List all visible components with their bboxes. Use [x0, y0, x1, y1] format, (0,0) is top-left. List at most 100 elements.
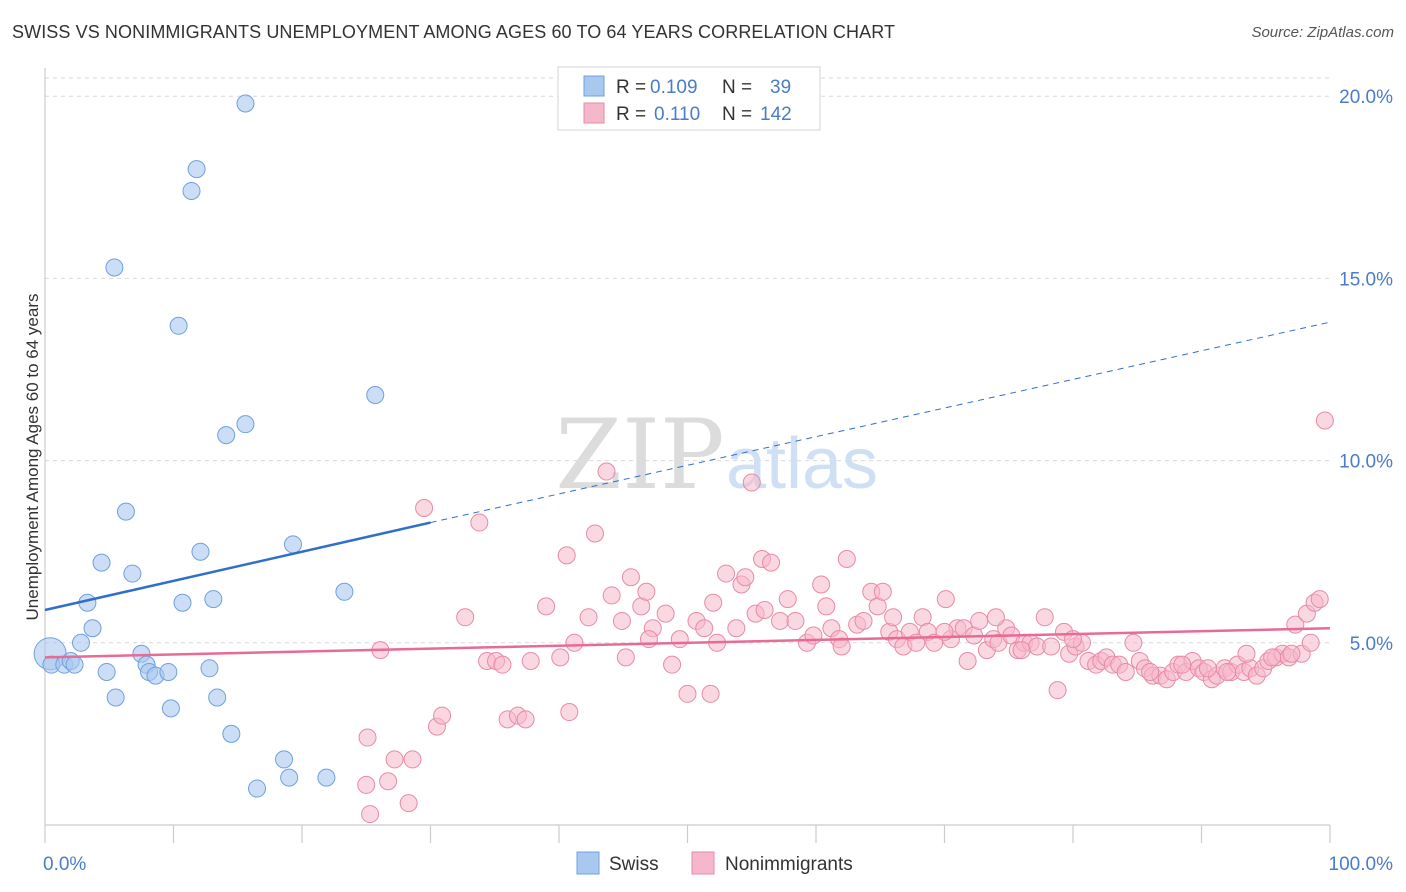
swiss-trend-line: [44, 521, 431, 612]
swiss-point: [159, 662, 178, 681]
swiss-point: [105, 258, 124, 277]
nonimmigrants-point: [637, 582, 656, 601]
chart-title: SWISS VS NONIMMIGRANTS UNEMPLOYMENT AMON…: [12, 22, 896, 42]
nonimmigrants-point: [832, 637, 851, 656]
swiss-point: [208, 688, 227, 707]
nonimmigrants-point: [837, 549, 856, 568]
nonimmigrants-point: [516, 710, 535, 729]
nonimmigrants-point: [812, 575, 831, 594]
swiss-point: [275, 750, 294, 769]
swiss-point: [317, 768, 336, 787]
nonimmigrants-point: [433, 706, 452, 725]
nonimmigrants-point: [1315, 411, 1334, 430]
nonimmigrants-point: [456, 608, 475, 627]
x-tick-label: 0.0%: [43, 854, 86, 875]
legend-bottom-swatch-nonimmigrants: [691, 851, 715, 875]
nonimmigrants-point: [1301, 633, 1320, 652]
nonimmigrants-point: [358, 728, 377, 747]
nonimmigrants-point: [704, 593, 723, 612]
nonimmigrants-point: [521, 652, 540, 671]
swiss-point: [217, 426, 236, 445]
swiss-point: [187, 160, 206, 179]
legend-bottom-swatch-swiss: [576, 851, 600, 875]
nonimmigrants-point: [727, 619, 746, 638]
nonimmigrants-point: [1141, 662, 1160, 681]
swiss-point: [71, 633, 90, 652]
swiss-point: [161, 699, 180, 718]
nonimmigrants-point: [1198, 659, 1217, 678]
nonimmigrants-points: [357, 411, 1334, 824]
swiss-points: [33, 94, 385, 798]
nonimmigrants-point: [656, 604, 675, 623]
nonimmigrants-point: [1310, 590, 1329, 609]
legend-n-value: 39: [770, 77, 791, 98]
legend-r-label: R =: [616, 104, 646, 125]
nonimmigrants-point: [1237, 644, 1256, 663]
y-tick-label: 10.0%: [1339, 452, 1393, 473]
swiss-point: [182, 181, 201, 200]
nonimmigrants-point: [537, 597, 556, 616]
nonimmigrants-point: [470, 513, 489, 532]
legend-bottom: Swiss Nonimmigrants: [576, 851, 853, 875]
nonimmigrants-point: [493, 655, 512, 674]
nonimmigrants-point: [884, 608, 903, 627]
y-axis-label: Unemployment Among Ages 60 to 64 years: [23, 294, 42, 621]
swiss-point: [92, 553, 111, 572]
nonimmigrants-point: [560, 703, 579, 722]
legend-r-label: R =: [616, 77, 646, 98]
swiss-point: [366, 386, 385, 405]
nonimmigrants-point: [854, 611, 873, 630]
swiss-point: [83, 619, 102, 638]
legend-r-value: 0.110: [654, 104, 700, 125]
swiss-point: [173, 593, 192, 612]
swiss-point: [248, 779, 267, 798]
source-label: Source: ZipAtlas.com: [1251, 24, 1394, 41]
nonimmigrants-point: [551, 648, 570, 667]
legend-n-label: N =: [722, 77, 752, 98]
tick-labels: 5.0% 10.0% 15.0% 20.0% 0.0% 100.0%: [43, 87, 1393, 875]
trend-lines: [44, 321, 1331, 659]
nonimmigrants-point: [361, 805, 380, 824]
nonimmigrants-point: [565, 633, 584, 652]
swiss-point: [284, 535, 303, 554]
swiss-point: [335, 582, 354, 601]
y-tick-label: 5.0%: [1350, 634, 1393, 655]
watermark: ZIP atlas: [555, 399, 878, 511]
swiss-point: [97, 662, 116, 681]
nonimmigrants-point: [701, 684, 720, 703]
watermark-atlas: atlas: [726, 424, 878, 504]
nonimmigrants-point: [762, 553, 781, 572]
swiss-point: [236, 415, 255, 434]
legend-r-value: 0.109: [650, 77, 698, 98]
swiss-point: [236, 94, 255, 113]
swiss-point: [204, 590, 223, 609]
nonimmigrants-point: [357, 775, 376, 794]
nonimmigrants-point: [621, 568, 640, 587]
swiss-point: [123, 564, 142, 583]
nonimmigrants-point: [602, 586, 621, 605]
axes: [44, 68, 1331, 843]
legend-swatch-nonimmigrants: [583, 102, 605, 124]
legend-swatch-swiss: [583, 75, 605, 97]
watermark-zip: ZIP: [555, 399, 724, 511]
nonimmigrants-point: [778, 590, 797, 609]
nonimmigrants-point: [1218, 662, 1237, 681]
nonimmigrants-point: [742, 473, 761, 492]
nonimmigrants-point: [958, 652, 977, 671]
nonimmigrants-point: [736, 568, 755, 587]
nonimmigrants-point: [1124, 633, 1143, 652]
nonimmigrants-point: [755, 601, 774, 620]
nonimmigrants-point: [1035, 608, 1054, 627]
nonimmigrants-point: [663, 655, 682, 674]
legend-bottom-label-swiss: Swiss: [609, 854, 659, 875]
swiss-point: [106, 688, 125, 707]
nonimmigrants-point: [1042, 637, 1061, 656]
swiss-point: [222, 724, 241, 743]
swiss-point: [65, 655, 84, 674]
swiss-point: [116, 502, 135, 521]
nonimmigrants-point: [717, 564, 736, 583]
nonimmigrants-point: [804, 626, 823, 645]
nonimmigrants-point: [557, 546, 576, 565]
nonimmigrants-point: [379, 772, 398, 791]
